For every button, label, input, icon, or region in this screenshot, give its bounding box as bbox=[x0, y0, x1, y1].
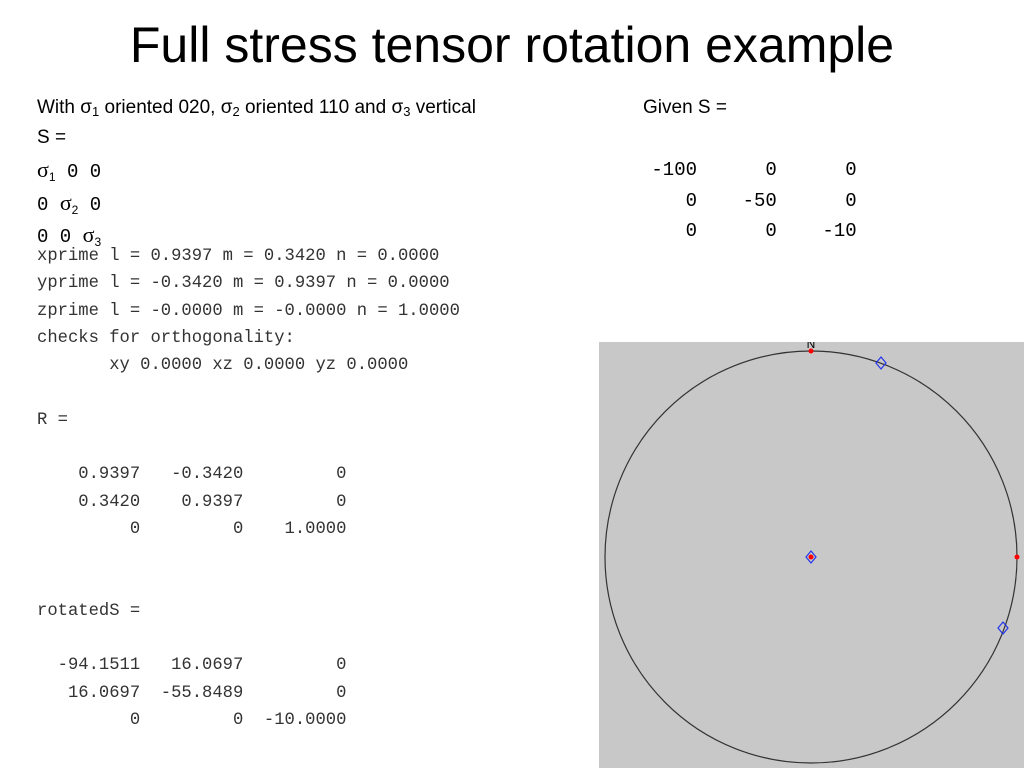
sigma3-axis-diamond bbox=[805, 550, 817, 564]
sigma-symbol: σ bbox=[37, 157, 49, 182]
sigma1-axis-diamond bbox=[875, 356, 887, 370]
console-line: 0.3420 0.9397 0 bbox=[37, 492, 347, 512]
symbolic-row-3: 0 0 σ3 bbox=[37, 220, 101, 253]
console-line: ​ bbox=[37, 543, 460, 570]
given-matrix-row-3: 0 0 -10 bbox=[640, 220, 857, 242]
intro-with: With bbox=[37, 97, 81, 118]
symbolic-row-2: 0 σ2 0 bbox=[37, 188, 101, 221]
sigma-symbol: σ bbox=[80, 97, 93, 118]
sigma3-subscript: 3 bbox=[94, 235, 102, 249]
intro-text: With σ1 oriented 020, σ2 oriented 110 an… bbox=[37, 95, 476, 121]
intro-oriented1: oriented 020, bbox=[99, 97, 221, 118]
console-line: -94.1511 16.0697 0 bbox=[37, 656, 347, 676]
sigma2-axis-diamond bbox=[997, 621, 1009, 635]
north-tick-marker bbox=[808, 348, 814, 354]
console-line: R = bbox=[37, 410, 68, 430]
row2-tail: 0 bbox=[78, 193, 102, 216]
stereonet-svg: N bbox=[604, 342, 1020, 764]
sigma2-subscript: 2 bbox=[232, 104, 240, 119]
given-matrix: -100 0 0 0 -50 0 0 0 -10 bbox=[640, 155, 857, 247]
console-line: checks for orthogonality: bbox=[37, 328, 295, 348]
console-line: ​ bbox=[37, 571, 460, 598]
given-matrix-row-1: -100 0 0 bbox=[640, 159, 857, 181]
s-label: S = bbox=[37, 127, 67, 148]
intro-vertical: vertical bbox=[410, 97, 476, 118]
console-line: ​ bbox=[37, 434, 460, 461]
stereonet-plot: N bbox=[599, 342, 1024, 768]
console-line: yprime l = -0.3420 m = 0.9397 n = 0.0000 bbox=[37, 274, 450, 294]
sigma2-subscript: 2 bbox=[71, 202, 79, 217]
console-line: 0 0 1.0000 bbox=[37, 519, 347, 539]
sigma3-subscript: 3 bbox=[403, 104, 411, 119]
row3-head: 0 0 bbox=[37, 226, 83, 248]
console-line: zprime l = -0.0000 m = -0.0000 n = 1.000… bbox=[37, 301, 460, 321]
console-line: ​ bbox=[37, 625, 460, 652]
sigma-symbol: σ bbox=[220, 97, 233, 118]
page-title: Full stress tensor rotation example bbox=[129, 17, 895, 73]
row1-tail: 0 0 bbox=[55, 161, 102, 183]
console-line: rotatedS = bbox=[37, 601, 141, 621]
intro-oriented2: oriented 110 and bbox=[239, 97, 392, 118]
row2-head: 0 bbox=[37, 193, 60, 216]
console-line: 0 0 -10.0000 bbox=[37, 711, 347, 731]
sigma1-subscript: 1 bbox=[92, 104, 100, 119]
given-label: Given S = bbox=[643, 97, 727, 118]
sigma-symbol: σ bbox=[391, 97, 404, 118]
console-line: xy 0.0000 xz 0.0000 yz 0.0000 bbox=[37, 356, 409, 376]
console-line: xprime l = 0.9397 m = 0.3420 n = 0.0000 bbox=[37, 247, 440, 266]
north-label: N bbox=[807, 342, 816, 351]
given-matrix-row-2: 0 -50 0 bbox=[640, 189, 857, 212]
console-output: xprime l = 0.9397 m = 0.3420 n = 0.0000 y… bbox=[37, 243, 460, 734]
symbolic-row-1: σ1 0 0 bbox=[37, 155, 101, 188]
console-line: 16.0697 -55.8489 0 bbox=[37, 683, 347, 703]
sigma1-subscript: 1 bbox=[48, 170, 56, 184]
vertical-pole-marker bbox=[808, 554, 814, 560]
east-tick-marker bbox=[1014, 554, 1020, 560]
console-line: ​ bbox=[37, 379, 460, 406]
sigma-symbol: σ bbox=[59, 189, 72, 215]
sigma-symbol: σ bbox=[82, 222, 95, 247]
console-line: 0.9397 -0.3420 0 bbox=[37, 465, 347, 485]
